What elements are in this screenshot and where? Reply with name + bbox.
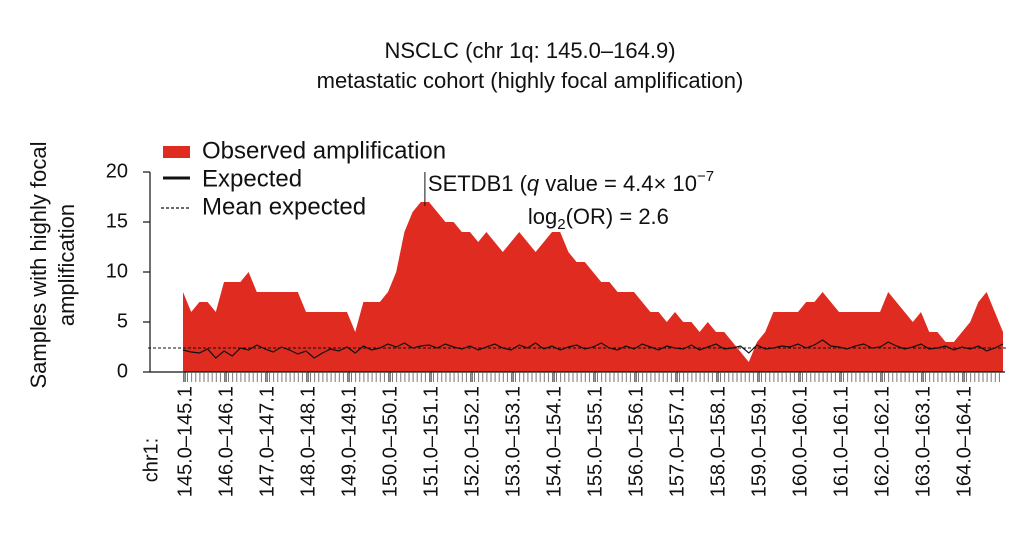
observed-area	[183, 202, 1003, 372]
expected-line	[182, 339, 1004, 359]
annotation-part: 2	[557, 216, 565, 233]
x-tick-label: 161.0–161.1	[830, 386, 852, 497]
x-axis-prefix: chr1:	[140, 438, 162, 482]
legend-label: Mean expected	[202, 193, 366, 220]
x-tick-label: 160.0–160.1	[789, 386, 811, 497]
annotation-part: value = 4.4× 10	[539, 171, 697, 196]
chart-title: NSCLC (chr 1q: 145.0–164.9)	[384, 38, 675, 63]
x-tick-label: 158.0–158.1	[707, 386, 729, 497]
annotation-part: −7	[697, 168, 714, 185]
x-tick-label: 157.0–157.1	[666, 386, 688, 497]
annotation: log2(OR) = 2.6	[528, 204, 669, 233]
y-axis-label: amplification	[54, 204, 79, 326]
annotation-part: SETDB1 (	[428, 171, 528, 196]
y-axis-label: Samples with highly focal	[26, 141, 51, 388]
annotation-part: log	[528, 204, 557, 229]
x-tick-label: 151.0–151.1	[420, 386, 442, 497]
x-tick-label: 145.0–145.1	[174, 386, 196, 497]
x-tick-label: 147.0–147.1	[256, 386, 278, 497]
y-tick-label: 15	[106, 210, 128, 232]
x-tick-label: 149.0–149.1	[338, 386, 360, 497]
annotation-part: (OR) = 2.6	[566, 204, 669, 229]
x-tick-label: 150.0–150.1	[379, 386, 401, 497]
x-tick-label: 146.0–146.1	[215, 386, 237, 497]
legend-label: Observed amplification	[202, 137, 446, 164]
y-tick-label: 0	[117, 360, 128, 382]
minor-ticks	[183, 373, 1003, 382]
x-tick-label: 148.0–148.1	[297, 386, 319, 497]
x-tick-label: 156.0–156.1	[625, 386, 647, 497]
annotation: SETDB1 (q value = 4.4× 10−7	[428, 168, 714, 196]
x-tick-label: 153.0–153.1	[502, 386, 524, 497]
x-tick-label: 162.0–162.1	[871, 386, 893, 497]
legend-label: Expected	[202, 165, 302, 192]
legend-swatch	[163, 146, 190, 158]
x-tick-label: 152.0–152.1	[461, 386, 483, 497]
x-tick-label: 164.0–164.1	[953, 386, 975, 497]
y-tick-label: 20	[106, 160, 128, 182]
chart-subtitle: metastatic cohort (highly focal amplific…	[317, 68, 744, 93]
annotation-part: q	[527, 171, 540, 196]
x-tick-label: 154.0–154.1	[543, 386, 565, 497]
y-tick-label: 5	[117, 310, 128, 332]
x-tick-label: 155.0–155.1	[584, 386, 606, 497]
y-tick-label: 10	[106, 260, 128, 282]
x-tick-label: 159.0–159.1	[748, 386, 770, 497]
x-tick-label: 163.0–163.1	[912, 386, 934, 497]
